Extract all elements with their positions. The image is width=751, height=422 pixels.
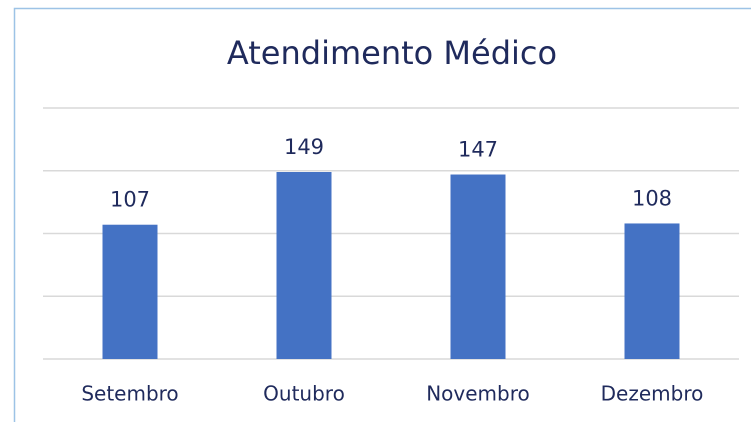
bar — [102, 224, 158, 359]
bar — [450, 174, 506, 359]
x-tick-label: Novembro — [426, 382, 530, 406]
chart-title: Atendimento Médico — [227, 34, 557, 72]
data-label: 107 — [110, 188, 150, 212]
x-tick-label: Dezembro — [601, 382, 704, 406]
bar — [624, 223, 680, 359]
data-label: 108 — [632, 186, 672, 210]
chart-frame — [13, 7, 751, 422]
x-tick-label: Setembro — [81, 382, 178, 406]
bar — [276, 172, 332, 359]
data-label: 147 — [458, 138, 498, 162]
x-tick-label: Outubro — [263, 382, 345, 406]
data-label: 149 — [284, 135, 324, 159]
